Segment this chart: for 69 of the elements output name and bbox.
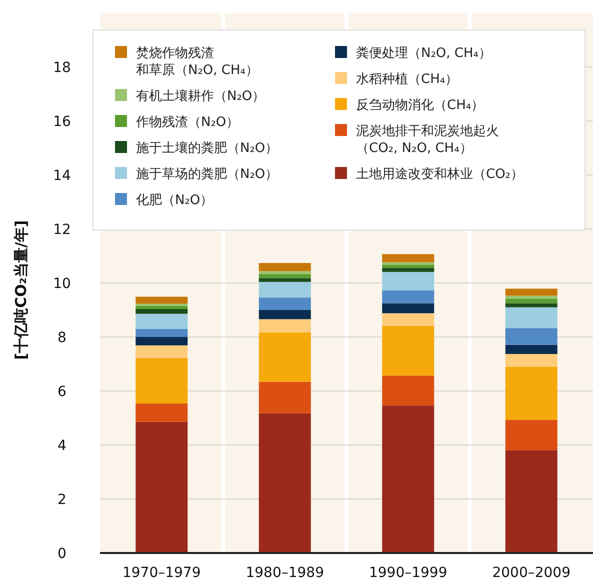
y-tick-label: 4 <box>58 438 67 454</box>
bar <box>258 263 311 272</box>
y-tick-label: 14 <box>53 168 71 184</box>
bar <box>382 254 434 262</box>
bar <box>382 268 434 272</box>
y-tick-label: 8 <box>58 330 66 346</box>
y-tick-label: 12 <box>53 222 71 238</box>
bar <box>382 272 434 290</box>
legend-label: 化肥（N₂O） <box>136 193 214 208</box>
bar <box>382 376 434 406</box>
bar <box>505 344 558 354</box>
bar <box>136 422 188 553</box>
bar <box>382 262 434 265</box>
y-tick-label: 18 <box>53 60 71 76</box>
bar <box>505 296 558 299</box>
x-tick-label: 1970–1979 <box>122 565 201 580</box>
bar <box>258 298 311 310</box>
bar <box>382 406 434 553</box>
bar <box>258 332 311 382</box>
bar <box>382 290 434 304</box>
bar <box>136 345 188 358</box>
bar <box>136 358 188 404</box>
legend-label: 反刍动物消化（CH₄） <box>356 98 484 113</box>
bar <box>505 303 558 308</box>
legend-label: 水稻种植（CH₄） <box>356 72 458 87</box>
bar <box>258 282 311 298</box>
x-tick-label: 1980–1989 <box>246 565 324 580</box>
y-tick-label: 2 <box>58 492 66 508</box>
y-tick-label: 16 <box>53 114 71 130</box>
x-tick-label: 1990–1999 <box>368 565 448 580</box>
bar <box>258 271 311 274</box>
bar <box>382 303 434 314</box>
bar <box>258 413 311 553</box>
bar <box>505 328 558 345</box>
bar <box>505 288 558 296</box>
legend-label: 有机土壤耕作（N₂O） <box>136 89 266 104</box>
y-tick-label: 0 <box>58 546 66 562</box>
bar <box>505 450 558 553</box>
y-tick-label: 10 <box>53 276 71 292</box>
bar <box>136 314 188 329</box>
legend-label: 施于草场的粪肥（N₂O） <box>136 167 278 182</box>
legend-label: 泥炭地排干和泥炭地起火（CO₂, N₂O, CH₄） <box>356 124 499 156</box>
bar <box>505 307 558 328</box>
legend-label: 土地用途改变和林业（CO₂） <box>356 167 524 182</box>
bar <box>136 337 188 346</box>
bar <box>382 264 434 268</box>
x-tick-label: 2000–2009 <box>492 565 571 580</box>
bar <box>258 382 311 414</box>
legend-label: 作物残渣（N₂O） <box>135 115 240 130</box>
bar <box>136 308 188 314</box>
bar <box>505 366 558 420</box>
bar <box>258 278 311 282</box>
bar <box>136 296 188 304</box>
bar <box>382 313 434 326</box>
legend-label: 焚烧作物残渣和草原（N₂O, CH₄） <box>136 46 258 78</box>
legend-label: 施于土壤的粪肥（N₂O） <box>136 141 278 156</box>
y-tick-label: 6 <box>58 384 67 400</box>
bar <box>136 328 188 337</box>
bar <box>258 274 311 278</box>
bar <box>505 354 558 367</box>
bar <box>136 306 188 309</box>
bar <box>382 326 434 376</box>
bar <box>258 319 311 332</box>
bar <box>258 310 311 320</box>
legend-label: 粪便处理（N₂O, CH₄） <box>356 46 492 61</box>
bar <box>136 403 188 422</box>
bar <box>505 298 558 304</box>
bar <box>505 420 558 450</box>
y-axis-title: [十亿吨CO₂当量/年] <box>12 220 30 360</box>
